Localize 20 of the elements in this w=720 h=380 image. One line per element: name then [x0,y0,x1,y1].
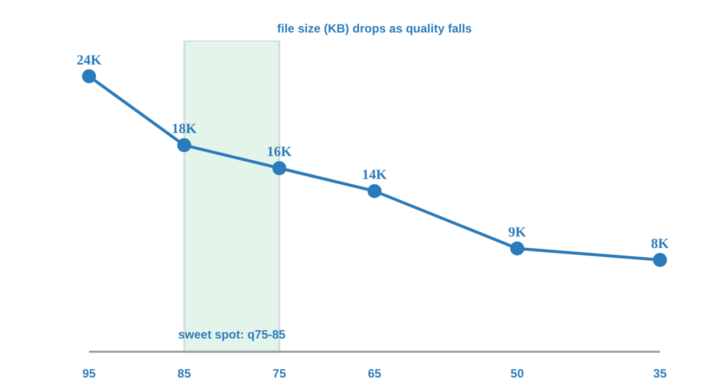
point [510,241,524,256]
point [368,184,382,198]
data-label: 18K [172,122,197,138]
data-label: 9K [508,225,526,240]
x-tick-label: 95 [82,366,96,380]
x-tick-label: 75 [272,366,286,380]
data-label: 8K [651,236,670,252]
x-tick-label: 35 [653,366,667,380]
x-tick-label: 85 [178,366,192,380]
data-label: 16K [266,145,292,160]
point [177,138,192,152]
data-label: 14K [362,168,388,184]
point [272,161,286,176]
band-label: sweet spot: q75-85 [178,328,286,342]
point [652,252,667,267]
point [82,69,96,84]
data-label: 24K [76,53,102,68]
x-tick-label: 65 [368,366,382,380]
x-tick-label: 50 [510,366,524,380]
chart-title: file size (KB) drops as quality falls [277,22,472,36]
